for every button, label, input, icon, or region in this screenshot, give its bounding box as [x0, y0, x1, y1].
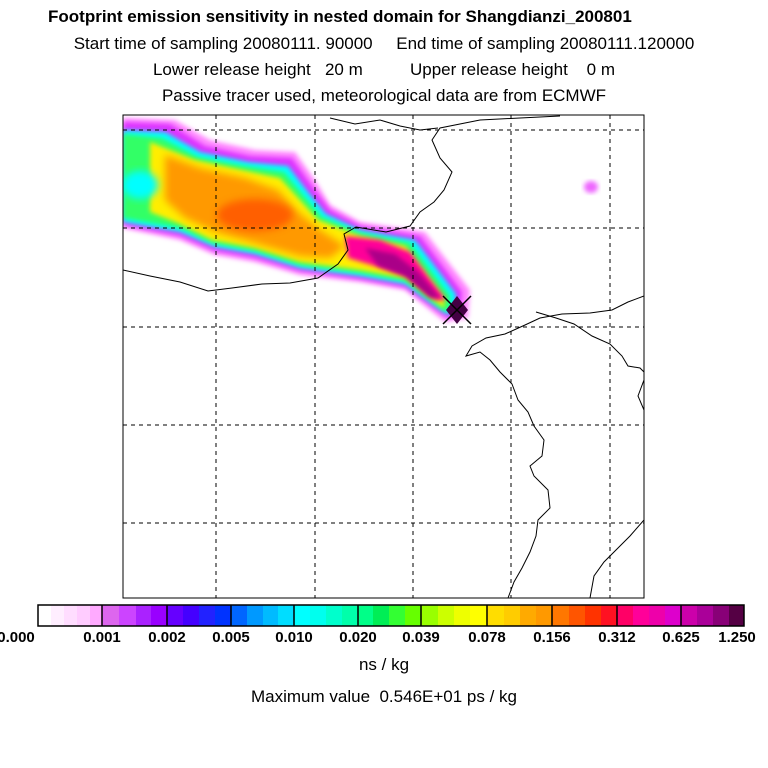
peninsula-coast	[535, 311, 644, 373]
colorbar-bin	[536, 605, 552, 626]
colorbar-tick-label: 0.001	[83, 629, 121, 646]
plot-title: Footprint emission sensitivity in nested…	[48, 7, 632, 26]
colorbar-bin	[405, 605, 421, 626]
plume-red-core	[217, 199, 293, 231]
colorbar-bin	[119, 605, 136, 626]
colorbar-tick-label: 1.250	[718, 629, 756, 646]
colorbar-bin	[649, 605, 665, 626]
colorbar-bin	[665, 605, 681, 626]
colorbar-major-dividers	[101, 605, 682, 626]
tracer-info: Passive tracer used, meteorological data…	[161, 86, 607, 105]
colorbar-bin	[713, 605, 729, 626]
release-heights: Lower release height 20 m Upper release …	[152, 60, 616, 79]
colorbar-units: ns / kg	[358, 655, 410, 674]
colorbar-bin	[90, 605, 102, 626]
colorbar-bin	[136, 605, 151, 626]
colorbar-bin	[729, 605, 744, 626]
colorbar-bin	[389, 605, 405, 626]
colorbar-bin	[470, 605, 487, 626]
colorbar-bin	[617, 605, 633, 626]
colorbar-bin	[358, 605, 373, 626]
plume-cyan-patch	[123, 171, 158, 199]
colorbar-tick-label: 0.010	[275, 629, 313, 646]
coastlines	[123, 115, 644, 598]
colorbar-bin	[51, 605, 64, 626]
colorbar-tick-label: 0.005	[212, 629, 250, 646]
colorbar-bin	[633, 605, 649, 626]
colorbar-bin	[294, 605, 310, 626]
colorbar-bin	[487, 605, 504, 626]
sampling-times: Start time of sampling 20080111. 90000 E…	[73, 34, 695, 53]
colorbar-bin	[552, 605, 569, 626]
colorbar-bin	[326, 605, 342, 626]
maximum-value: Maximum value 0.546E+01 ps / kg	[251, 687, 517, 706]
colorbar-bin	[569, 605, 585, 626]
colorbar-tick-label: 0.039	[402, 629, 440, 646]
receptor-marker	[442, 295, 472, 325]
colorbar-bin	[167, 605, 183, 626]
colorbar-tick-label: 0.156	[533, 629, 571, 646]
country-border	[123, 115, 561, 292]
colorbar-bin	[438, 605, 454, 626]
colorbar-bin	[342, 605, 358, 626]
colorbar-bin	[151, 605, 167, 626]
colorbar-tick-label: 0.002	[148, 629, 186, 646]
colorbar-bin	[454, 605, 470, 626]
map-grid	[123, 115, 644, 598]
upper-border	[329, 117, 439, 131]
colorbar-tick-label: 0.020	[339, 629, 377, 646]
colorbar-tick-label: 0.625	[662, 629, 700, 646]
colorbar-bin	[504, 605, 520, 626]
colorbar	[37, 604, 745, 627]
colorbar-bin	[585, 605, 601, 626]
colorbar-bin	[278, 605, 294, 626]
colorbar-bin	[199, 605, 215, 626]
coast-main	[464, 295, 644, 598]
colorbar-frame	[37, 604, 745, 627]
colorbar-bin	[373, 605, 389, 626]
map-frame	[122, 114, 645, 599]
colorbar-bin	[601, 605, 617, 626]
colorbar-bin	[231, 605, 247, 626]
colorbar-bin	[64, 605, 77, 626]
colorbar-tick-label: 0.078	[468, 629, 506, 646]
colorbar-bin	[102, 605, 119, 626]
coast-lower-east	[589, 519, 644, 598]
colorbar-bin	[681, 605, 697, 626]
colorbar-bin	[77, 605, 90, 626]
map-area	[123, 115, 644, 598]
colorbar-bin	[183, 605, 199, 626]
colorbar-bin	[38, 605, 51, 626]
emission-plume	[123, 118, 598, 322]
colorbar-bin	[247, 605, 263, 626]
colorbar-bin	[520, 605, 536, 626]
colorbar-tick-label: 0.312	[598, 629, 636, 646]
colorbar-tick-label: 0.000	[0, 629, 35, 646]
colorbar-bin	[215, 605, 231, 626]
colorbar-bin	[697, 605, 713, 626]
colorbar-bin	[421, 605, 438, 626]
colorbar-bin	[310, 605, 326, 626]
colorbar-bin	[263, 605, 278, 626]
coast-east	[637, 379, 644, 411]
plume-hotspot-purple	[365, 248, 440, 298]
stray-plume-patch	[584, 181, 598, 193]
